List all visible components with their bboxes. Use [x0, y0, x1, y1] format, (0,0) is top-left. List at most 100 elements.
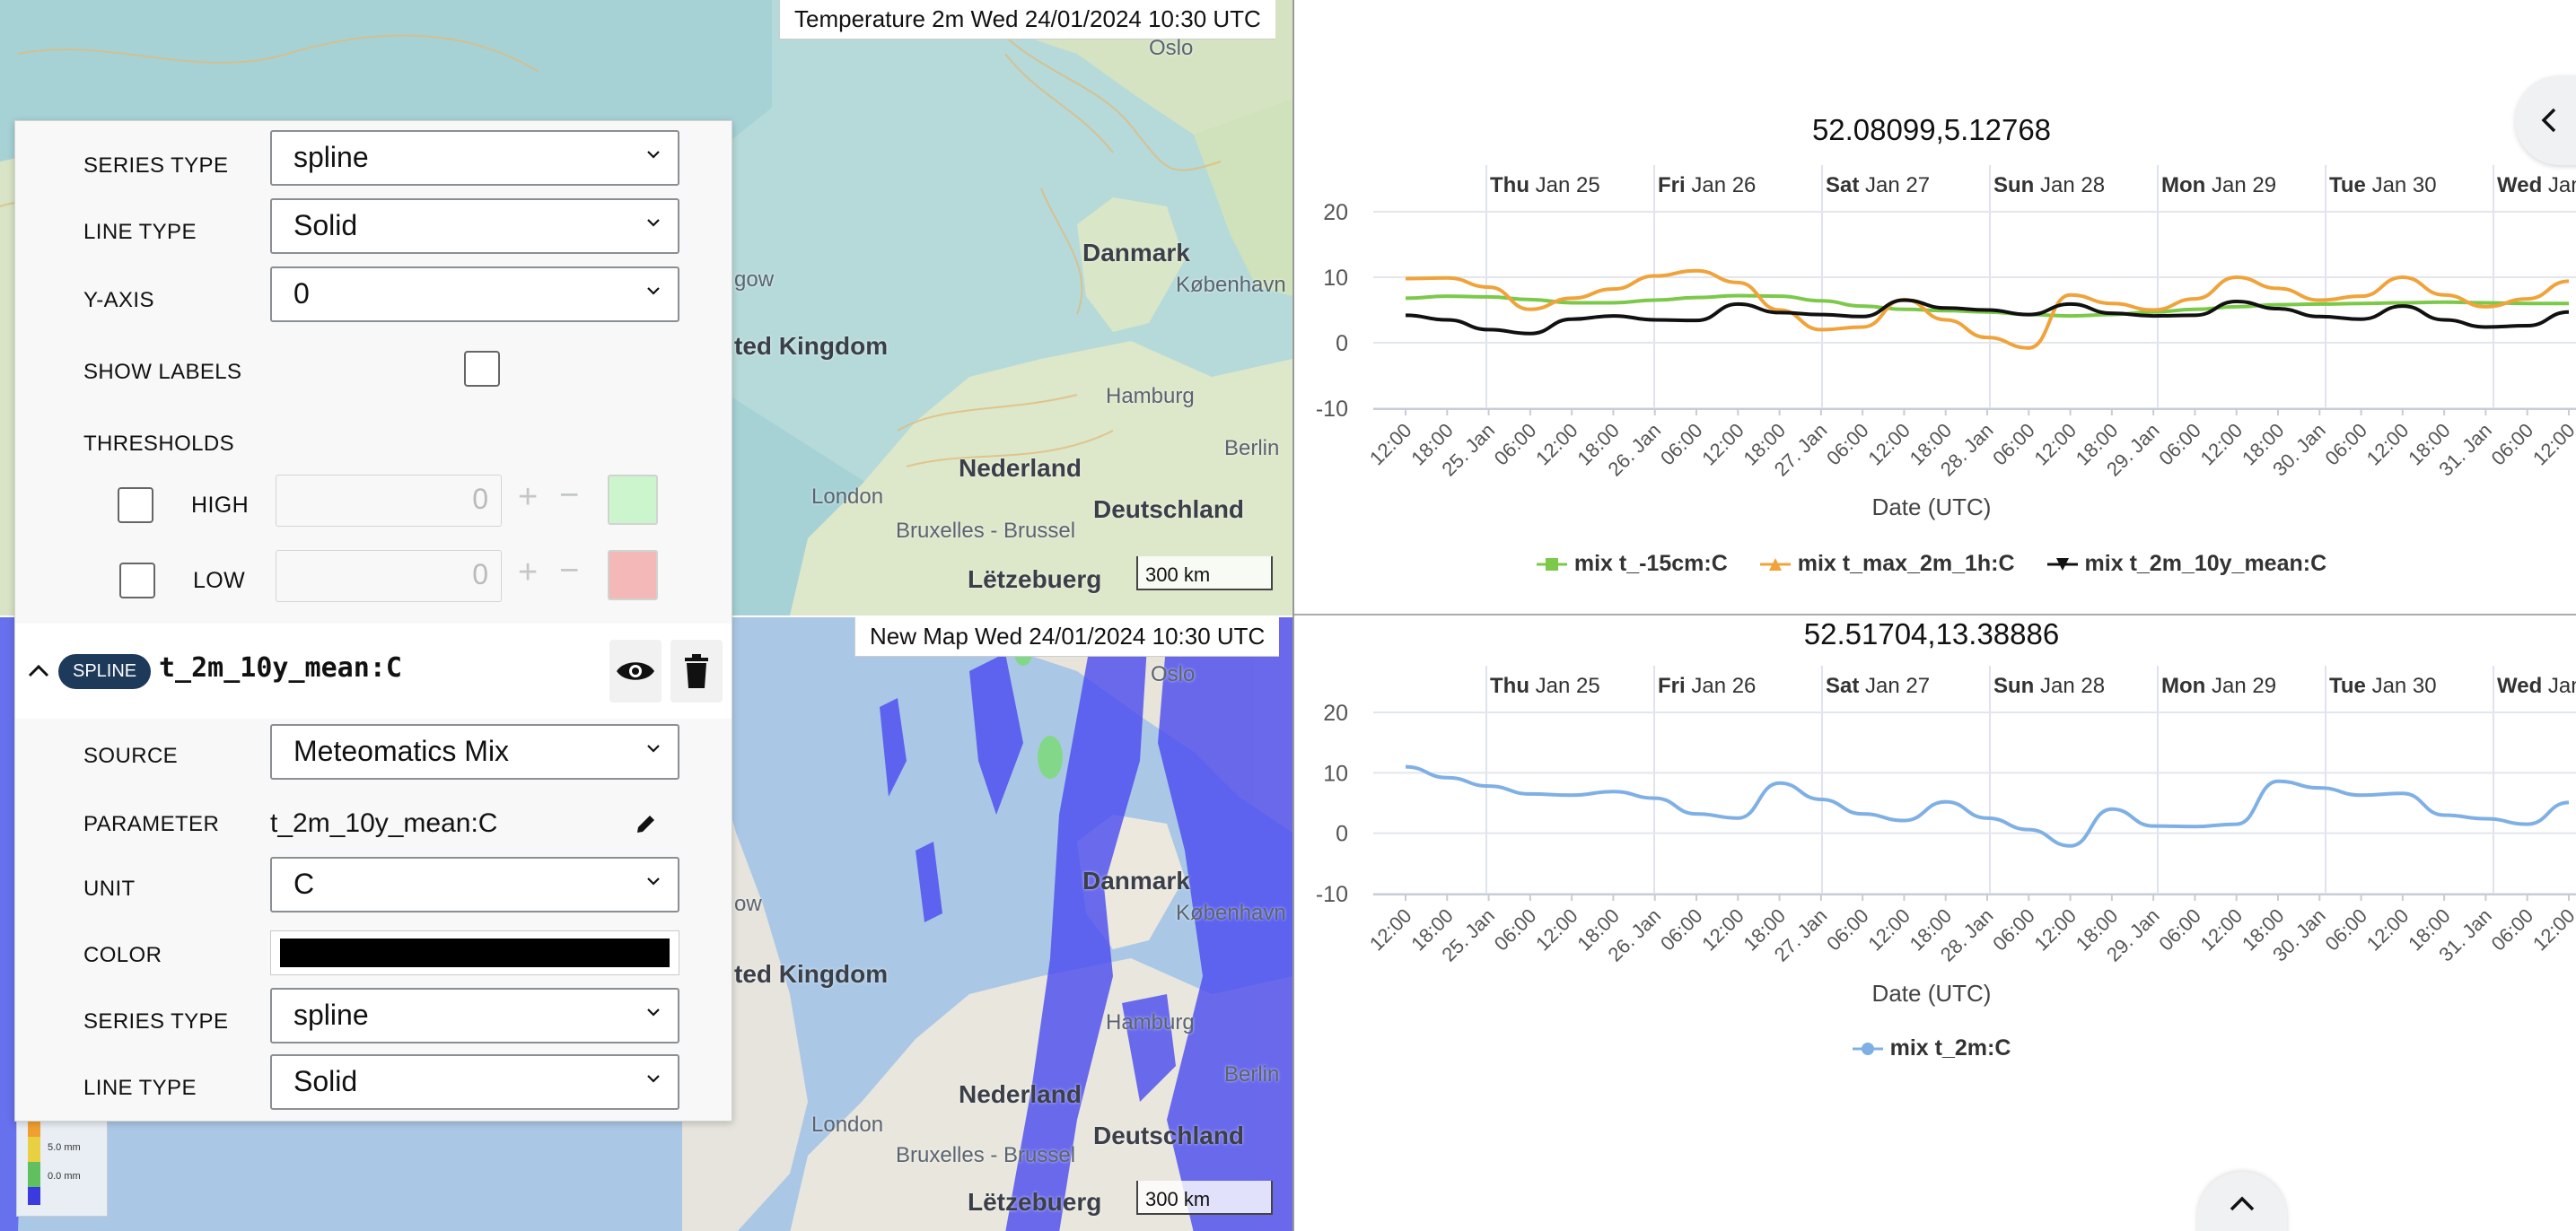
high-label: HIGH	[191, 493, 250, 518]
x-tick-label: 06:00	[1656, 419, 1707, 470]
high-threshold-checkbox[interactable]	[118, 487, 153, 523]
series-settings-panel: SERIES TYPE spline LINE TYPE Solid Y-AXI…	[14, 120, 732, 1122]
color-preview	[280, 939, 670, 967]
place-label: Bruxelles - Brussel	[896, 519, 1076, 543]
place-label: Nederland	[959, 1080, 1082, 1108]
line-type-label: LINE TYPE	[83, 220, 197, 244]
day-label: Wed Jan	[2497, 674, 2576, 698]
increment-icon[interactable]: +	[518, 554, 539, 591]
x-tick-label: 12:00	[1697, 419, 1748, 470]
x-tick-label: 06:00	[1656, 904, 1707, 956]
legend-label: mix t_-15cm:C	[1573, 551, 1728, 576]
place-label: Deutschland	[1093, 1122, 1245, 1149]
y-axis-select[interactable]: 0	[270, 266, 679, 322]
source-select[interactable]: Meteomatics Mix	[270, 724, 679, 780]
x-tick-label: 12:00	[2196, 419, 2247, 470]
legend-item[interactable]: mix t_-15cm:C	[1536, 551, 1728, 577]
legend-item[interactable]: mix t_max_2m_1h:C	[1759, 551, 2015, 577]
series-type-label: SERIES TYPE	[83, 153, 229, 178]
panel-divider[interactable]	[1292, 0, 1294, 1231]
show-labels-checkbox[interactable]	[464, 351, 500, 387]
line-type-value: Solid	[294, 1065, 358, 1097]
x-tick-label: 12:00	[2362, 419, 2414, 470]
x-tick-label: 06:00	[1822, 904, 1873, 956]
legend-label: 0.0 mm	[48, 1171, 81, 1182]
x-tick-label: 06:00	[1988, 904, 2039, 956]
line-chart[interactable]: Thu Jan 25 Fri Jan 26 Sat Jan 27 Sun Jan 28…	[1294, 617, 2576, 1231]
series-type-select[interactable]: spline	[270, 130, 679, 186]
chevron-up-icon[interactable]	[26, 659, 51, 681]
day-label: Tue Jan 30	[2329, 674, 2437, 698]
x-tick-label: 06:00	[2487, 419, 2538, 470]
thresholds-label: THRESHOLDS	[83, 432, 235, 456]
place-label: ted Kingdom	[734, 960, 889, 988]
x-tick-label: 12:00	[2528, 419, 2576, 470]
place-label: Hamburg	[1106, 1010, 1195, 1035]
x-tick-label: 06:00	[2154, 419, 2205, 470]
decrement-icon[interactable]: −	[559, 552, 580, 589]
high-color-swatch[interactable]	[608, 475, 658, 525]
legend-label: mix t_2m_10y_mean:C	[2084, 551, 2327, 576]
day-label: Thu Jan 25	[1490, 674, 1600, 698]
day-label: Wed Jan	[2497, 173, 2576, 197]
unit-select[interactable]: C	[270, 857, 679, 912]
chevron-down-icon	[647, 287, 660, 295]
x-axis-title: Date (UTC)	[1871, 980, 1992, 1007]
day-label: Sat Jan 27	[1826, 173, 1930, 197]
chart-title: 52.08099,5.12768	[1811, 113, 2052, 146]
source-value: Meteomatics Mix	[294, 735, 510, 767]
unit-value: C	[294, 868, 315, 900]
chart-legend: mix t_2m:C	[1294, 1035, 2569, 1061]
color-picker[interactable]	[270, 930, 679, 975]
low-threshold-checkbox[interactable]	[119, 563, 155, 598]
place-label: Nederland	[959, 454, 1082, 482]
parameter-label: PARAMETER	[83, 812, 220, 836]
legend-item[interactable]: mix t_2m_10y_mean:C	[2046, 551, 2327, 577]
place-label: Danmark	[1082, 867, 1190, 895]
y-tick-label: 10	[1323, 266, 1348, 291]
place-label: London	[811, 485, 884, 509]
series-type-select[interactable]: spline	[270, 988, 679, 1043]
increment-icon[interactable]: +	[518, 478, 539, 516]
line-chart[interactable]: Thu Jan 25 Fri Jan 26 Sat Jan 27 Sun Jan 28…	[1294, 0, 2576, 616]
x-tick-label: 12:00	[1863, 419, 1914, 470]
series-line	[1405, 764, 2570, 848]
day-label: Fri Jan 26	[1658, 173, 1756, 197]
x-tick-label: 06:00	[1490, 419, 1541, 470]
chevron-down-icon	[647, 151, 660, 159]
y-axis-value: 0	[294, 277, 310, 310]
color-label: COLOR	[83, 943, 162, 967]
series-type-label: SERIES TYPE	[83, 1009, 229, 1034]
day-label: Sun Jan 28	[1993, 173, 2105, 197]
line-type-select[interactable]: Solid	[270, 1054, 679, 1110]
show-labels-label: SHOW LABELS	[83, 360, 242, 384]
x-tick-label: 12:00	[2029, 419, 2081, 470]
toggle-visibility-button[interactable]	[609, 640, 662, 703]
legend-marker-icon	[2046, 558, 2078, 572]
legend-item[interactable]: mix t_2m:C	[1852, 1035, 2011, 1061]
legend-marker	[1545, 558, 1558, 572]
chevron-down-icon	[647, 745, 660, 753]
x-tick-label: 12:00	[2029, 904, 2081, 956]
place-label: ow	[734, 892, 762, 916]
decrement-icon[interactable]: −	[559, 476, 580, 514]
line-type-select[interactable]: Solid	[270, 198, 679, 254]
x-tick-label: 12:00	[2362, 904, 2414, 956]
high-threshold-input[interactable]: 0	[276, 475, 502, 527]
y-axis-label: Y-AXIS	[83, 288, 154, 312]
map-title: Temperature 2m Wed 24/01/2024 10:30 UTC	[779, 0, 1275, 39]
delete-series-button[interactable]	[670, 640, 723, 703]
place-label: Oslo	[1151, 662, 1196, 686]
low-threshold-input[interactable]: 0	[276, 550, 502, 602]
place-label: København	[1176, 901, 1286, 925]
chevron-down-icon	[647, 219, 660, 227]
chart-panel-bottom: 52.51704,13.38886 Thu Jan 25 Fri Jan 26 Sa…	[1294, 617, 2576, 1231]
x-tick-label: 06:00	[1988, 419, 2039, 470]
edit-pencil-icon[interactable]	[635, 812, 658, 835]
legend-label: mix t_max_2m_1h:C	[1797, 551, 2015, 576]
place-label: Berlin	[1224, 436, 1280, 460]
series-line	[1405, 268, 2570, 350]
low-color-swatch[interactable]	[608, 550, 658, 600]
day-label: Mon Jan 29	[2161, 173, 2276, 197]
